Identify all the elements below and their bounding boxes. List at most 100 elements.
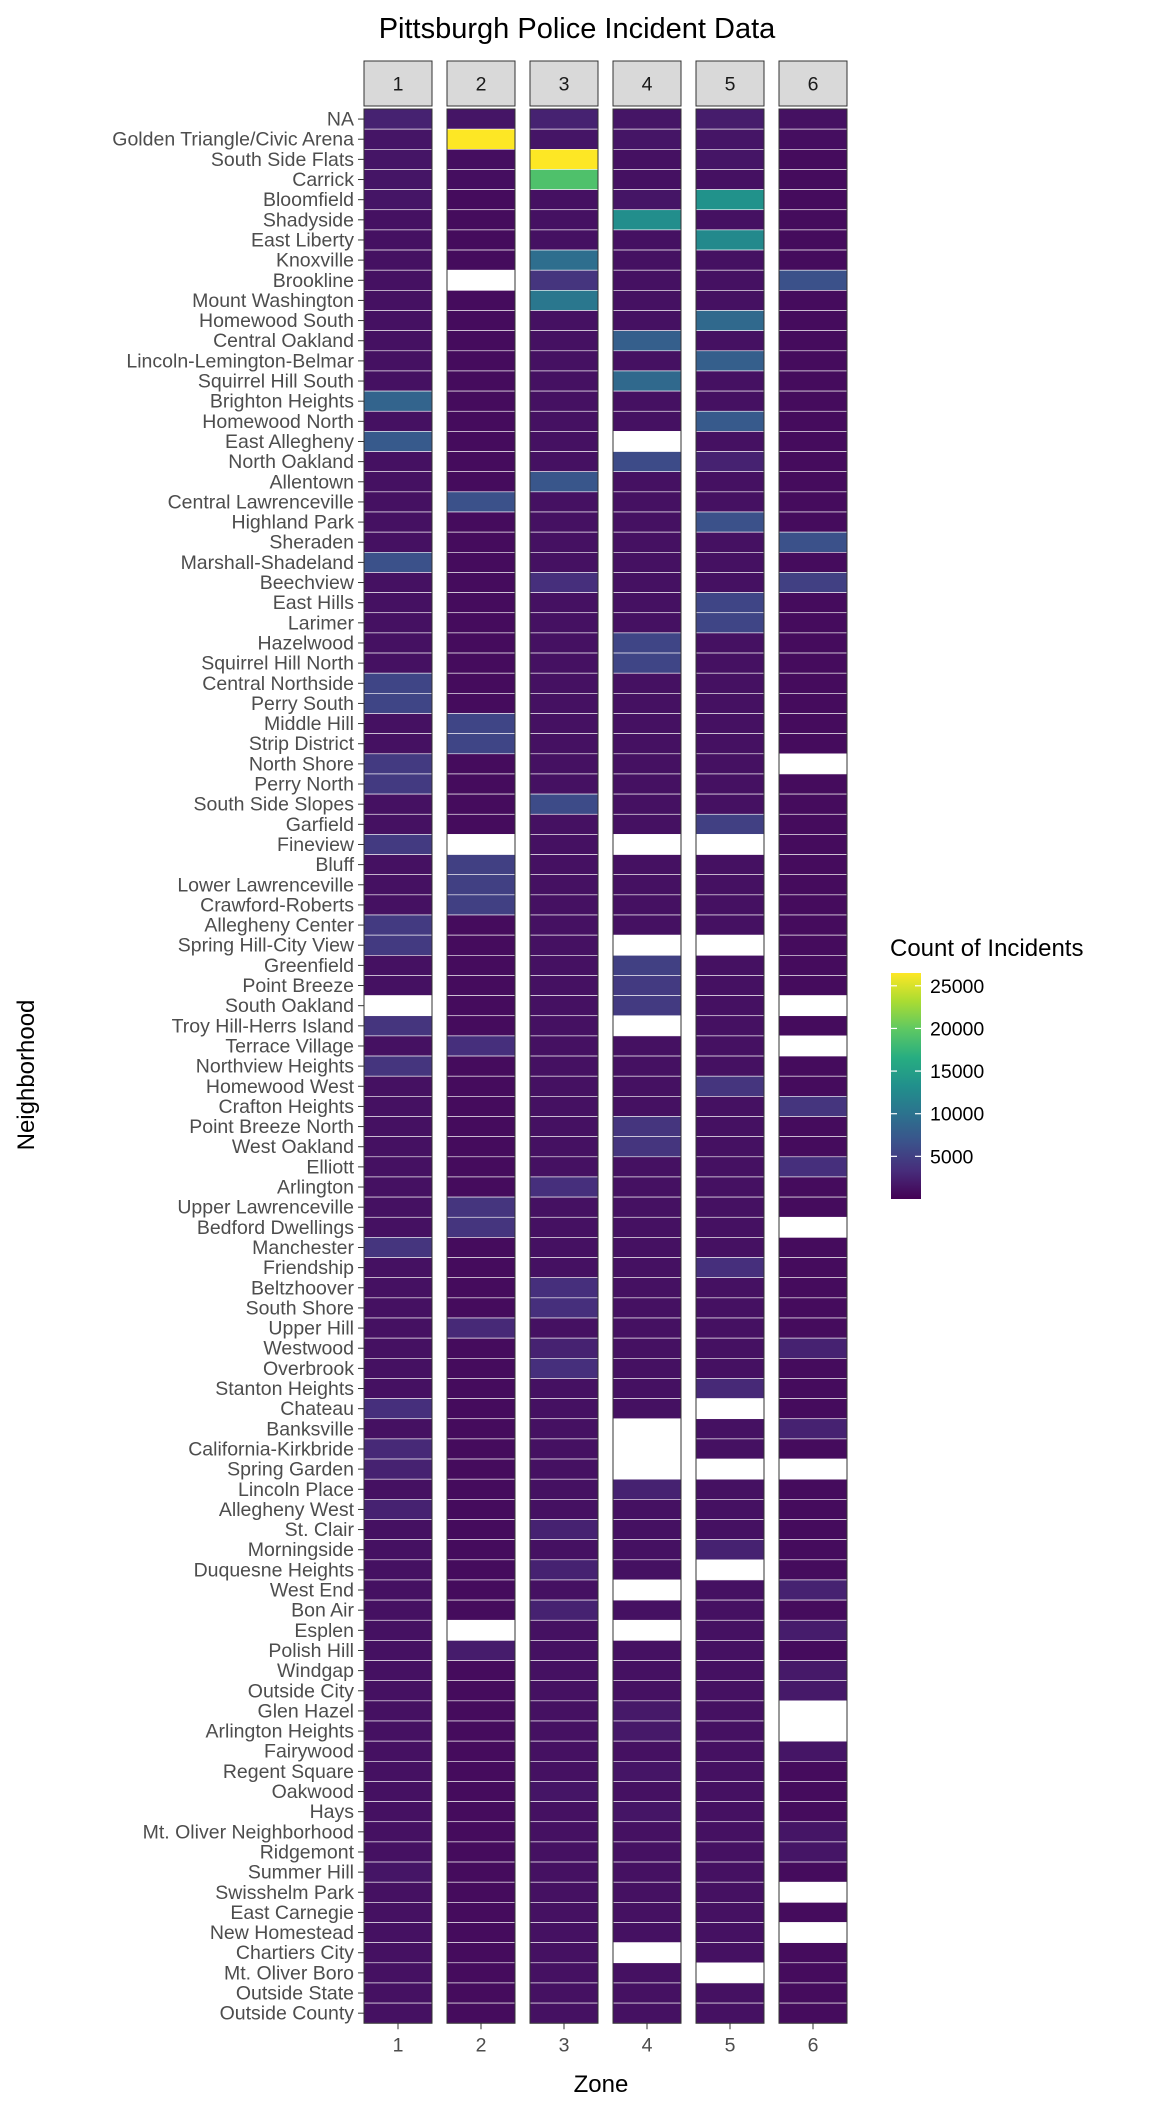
heatmap-cell bbox=[695, 773, 765, 795]
y-tick-label: Lincoln-Lemington-Belmar bbox=[126, 350, 354, 372]
heatmap-cell bbox=[612, 1942, 682, 1964]
y-tick-label: Fineview bbox=[277, 834, 355, 856]
legend-tick-label: 20000 bbox=[930, 1018, 984, 1040]
heatmap-cell bbox=[612, 1902, 682, 1923]
y-tick-label: Sheraden bbox=[269, 532, 354, 554]
y-tick-label: Windgap bbox=[277, 1660, 354, 1682]
y-tick-label: Carrick bbox=[292, 169, 354, 191]
y-tick-label: NA bbox=[327, 109, 354, 131]
heatmap-cell bbox=[695, 229, 765, 251]
heatmap-cell bbox=[446, 1881, 516, 1903]
y-tick-label: East Hills bbox=[273, 592, 355, 614]
y-tick-label: Manchester bbox=[252, 1237, 354, 1259]
heatmap-cell bbox=[363, 149, 433, 170]
heatmap-cell bbox=[529, 753, 599, 775]
heatmap-cell bbox=[612, 1196, 682, 1218]
heatmap-cell bbox=[695, 1922, 765, 1943]
heatmap-cell bbox=[612, 451, 682, 472]
y-tick-label: Allegheny West bbox=[219, 1499, 355, 1521]
heatmap-cell bbox=[363, 1378, 433, 1399]
heatmap-cell bbox=[778, 1619, 848, 1641]
heatmap-cell bbox=[529, 128, 599, 150]
heatmap-cell bbox=[446, 1478, 516, 1500]
y-tick-label: Brookline bbox=[273, 270, 354, 292]
heatmap-cell bbox=[778, 1237, 848, 1258]
y-tick-label: Spring Hill-City View bbox=[178, 935, 355, 957]
heatmap-cell bbox=[363, 854, 433, 875]
legend-tick-label: 25000 bbox=[930, 976, 984, 998]
y-tick-label: Swisshelm Park bbox=[215, 1882, 354, 1904]
heatmap-cell bbox=[695, 431, 765, 452]
y-tick-label: East Carnegie bbox=[230, 1902, 354, 1924]
heatmap-cell bbox=[363, 713, 433, 734]
heatmap-cell bbox=[446, 1156, 516, 1178]
heatmap-cell bbox=[695, 1640, 765, 1661]
heatmap-cell bbox=[778, 894, 848, 916]
heatmap-cell bbox=[695, 1075, 765, 1097]
heatmap-cell bbox=[612, 1478, 682, 1500]
heatmap-cell bbox=[612, 491, 682, 513]
heatmap-cell bbox=[446, 1660, 516, 1682]
heatmap-cell bbox=[446, 1438, 516, 1460]
heatmap-cell bbox=[529, 330, 599, 352]
heatmap-cell bbox=[612, 511, 682, 533]
heatmap-cell bbox=[363, 1640, 433, 1661]
heatmap-cell bbox=[363, 813, 433, 835]
chart-title: Pittsburgh Police Incident Data bbox=[379, 13, 776, 45]
heatmap-cell bbox=[695, 592, 765, 614]
facet-strip-3 bbox=[529, 60, 599, 107]
heatmap-cell bbox=[529, 491, 599, 513]
y-tick-label: Hays bbox=[310, 1801, 355, 1823]
heatmap-cell bbox=[446, 1317, 516, 1339]
heatmap-cell bbox=[446, 531, 516, 553]
heatmap-cell bbox=[612, 1559, 682, 1581]
heatmap-cell bbox=[778, 370, 848, 392]
heatmap-cell bbox=[612, 1257, 682, 1279]
heatmap-cell bbox=[612, 874, 682, 896]
heatmap-cell bbox=[695, 753, 765, 775]
heatmap-cell bbox=[446, 874, 516, 896]
heatmap-cell bbox=[363, 1781, 433, 1802]
heatmap-cell bbox=[529, 1317, 599, 1339]
heatmap-cell bbox=[446, 249, 516, 271]
heatmap-cell bbox=[612, 854, 682, 875]
heatmap-cell bbox=[529, 1075, 599, 1097]
y-tick-label: Terrace Village bbox=[225, 1035, 354, 1057]
heatmap-cell bbox=[529, 451, 599, 472]
heatmap-cell bbox=[612, 1922, 682, 1943]
heatmap-cell bbox=[612, 1398, 682, 1420]
legend-ticks: 5000 10000 15000 20000 25000 bbox=[891, 976, 984, 1168]
heatmap-cell bbox=[612, 1075, 682, 1097]
heatmap-cell bbox=[446, 410, 516, 432]
heatmap-cell bbox=[612, 1237, 682, 1258]
heatmap-cell bbox=[529, 975, 599, 996]
heatmap-cell bbox=[529, 531, 599, 553]
heatmap-cell bbox=[363, 471, 433, 493]
heatmap-cell bbox=[529, 431, 599, 452]
x-tick-label: 5 bbox=[725, 2034, 736, 2056]
heatmap-cell bbox=[363, 1438, 433, 1460]
facet-panel-2: 2 bbox=[446, 60, 516, 2024]
heatmap-cell bbox=[778, 874, 848, 896]
heatmap-cell bbox=[529, 370, 599, 392]
heatmap-cell bbox=[612, 1297, 682, 1319]
heatmap-cell bbox=[446, 290, 516, 311]
heatmap-cell bbox=[612, 713, 682, 734]
legend-tick-label: 10000 bbox=[930, 1104, 984, 1126]
heatmap-cell bbox=[529, 269, 599, 291]
heatmap-cell bbox=[446, 1861, 516, 1883]
heatmap-cell bbox=[778, 330, 848, 352]
heatmap-cell bbox=[778, 1499, 848, 1520]
y-tick-label: South Side Slopes bbox=[194, 794, 355, 816]
heatmap-cell bbox=[612, 1700, 682, 1722]
heatmap-cell bbox=[446, 169, 516, 190]
y-tick-label: Shadyside bbox=[263, 209, 354, 231]
heatmap-cell bbox=[446, 1922, 516, 1943]
heatmap-cell bbox=[446, 854, 516, 875]
heatmap-cell bbox=[612, 2002, 682, 2024]
y-tick-label: Outside State bbox=[236, 1983, 354, 2005]
heatmap-cell bbox=[695, 1599, 765, 1621]
y-tick-label: Polish Hill bbox=[268, 1640, 354, 1662]
heatmap-cell bbox=[446, 954, 516, 976]
heatmap-cell bbox=[363, 1358, 433, 1379]
